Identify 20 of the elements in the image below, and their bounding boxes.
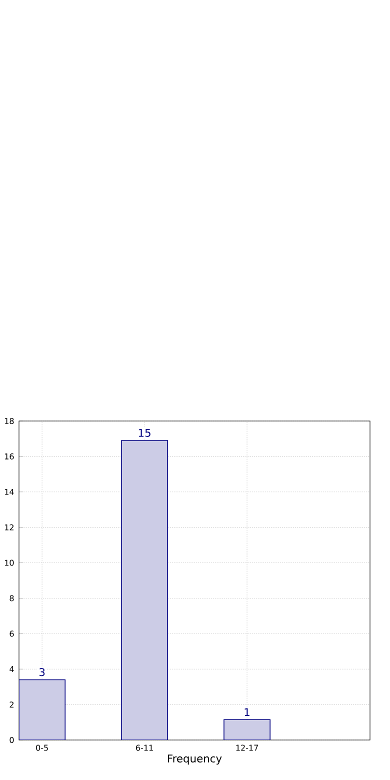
annotation: 15: [138, 428, 150, 437]
x-axis-title: Frequency: [168, 754, 222, 765]
y-tick-label: 18: [4, 418, 14, 424]
annotation: 3: [39, 668, 45, 676]
y-tick-label: 2: [10, 702, 14, 708]
y-tick-label: 8: [10, 595, 14, 602]
x-tick-label: 12-17: [236, 744, 258, 751]
y-tick-label: 14: [4, 488, 14, 495]
x-tick-label: 6-11: [136, 744, 153, 751]
bar: [121, 440, 168, 740]
y-tick-label: 0: [10, 736, 14, 744]
y-tick-label: 6: [10, 630, 14, 637]
bar: [19, 679, 66, 740]
x-tick-label: 0-5: [36, 744, 48, 751]
y-tick-label: 12: [4, 524, 14, 530]
y-tick-label: 16: [4, 453, 14, 460]
y-tick-label: 10: [4, 560, 14, 566]
annotation: 1: [244, 708, 250, 716]
y-tick-label: 4: [10, 666, 14, 672]
bar: [224, 719, 270, 740]
